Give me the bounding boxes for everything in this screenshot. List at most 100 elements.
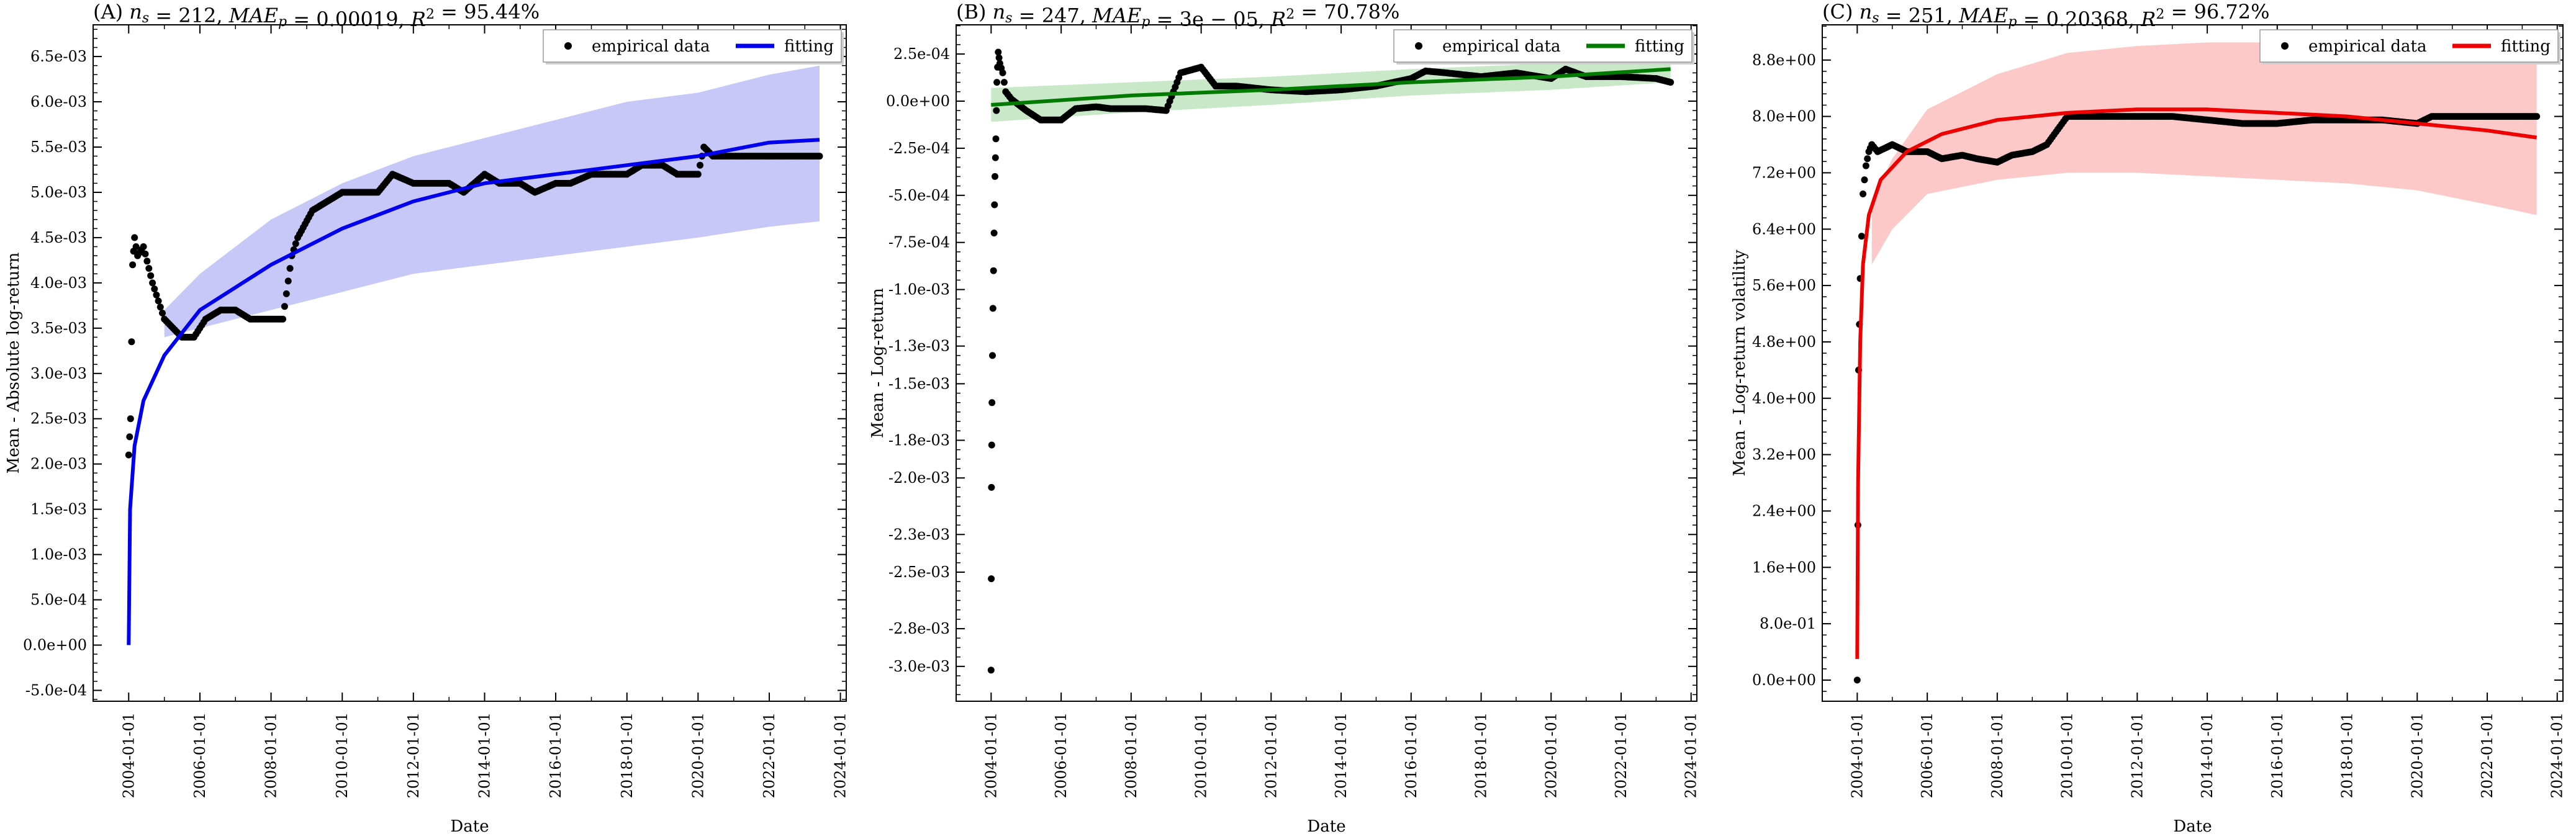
chart-b-empirical-point [991, 201, 998, 209]
chart-a-confidence-band [164, 65, 820, 338]
chart-a-axes-frame [93, 24, 847, 702]
panel-a: 2004-01-01 2006-01-01 2008-01-01 2010-01-01… [4, 0, 849, 836]
chart-a-empirical-point [286, 265, 294, 272]
chart-c-y-tick-label: 3.2e+00 [1752, 446, 1816, 464]
chart-b-empirical-point [988, 399, 996, 406]
chart-a-x-axis-label: Date [450, 817, 489, 836]
chart-a-empirical-point [132, 243, 140, 250]
chart-b-y-tick-label: -1.3e-03 [888, 338, 950, 355]
chart-b-empirical-point [990, 230, 998, 236]
chart-c-legend [2259, 29, 2559, 63]
chart-a-x-tick-label: 2024-01-01 [832, 712, 849, 798]
chart-a-y-tick-label: 0.0e+00 [23, 637, 87, 654]
chart-c-x-tick-label: 2012-01-01 [2128, 712, 2146, 798]
chart-a-x-tick-label: 2004-01-01 [120, 712, 137, 798]
chart-b-empirical-point [993, 79, 1001, 86]
chart-b-x-tick-label: 2024-01-01 [1683, 712, 1700, 798]
chart-c-x-tick-label: 2016-01-01 [2269, 712, 2286, 798]
chart-a-x-tick-label: 2018-01-01 [618, 712, 636, 798]
chart-b-empirical-point [989, 352, 996, 359]
chart-c-y-tick-label: 8.0e+00 [1752, 108, 1816, 125]
chart-c-x-tick-label: 2008-01-01 [1989, 712, 2006, 798]
chart-c-empirical-point [1862, 162, 1869, 169]
chart-a-empirical-point [816, 153, 823, 160]
chart-b-x-axis-label: Date [1307, 817, 1345, 836]
chart-c-y-tick-label: 6.4e+00 [1752, 220, 1816, 238]
chart-a-empirical-point [151, 285, 158, 293]
chart-b-empirical-point [988, 441, 995, 449]
chart-b-empirical-point [1000, 79, 1008, 86]
chart-b-empirical-point [990, 267, 997, 274]
chart-c-y-tick-label: 0.0e+00 [1752, 671, 1816, 689]
chart-a-empirical-point [127, 415, 134, 423]
chart-a-y-tick-label: 6.0e-03 [30, 93, 87, 110]
chart-a-x-tick-label: 2016-01-01 [547, 712, 564, 798]
chart-a-empirical-point [697, 161, 703, 169]
chart-b-y-tick-label: -1.5e-03 [888, 375, 950, 392]
chart-b-x-tick-label: 2006-01-01 [1052, 712, 1070, 798]
chart-a-y-tick-label: 5.5e-03 [30, 138, 87, 156]
chart-a-empirical-point [694, 171, 702, 178]
chart-c-x-tick-label: 2022-01-01 [2479, 712, 2496, 798]
chart-a-x-tick-label: 2022-01-01 [761, 712, 778, 798]
chart-c-title: (C) ns = 251, MAEp = 0.20368, R2 = 96.72… [1822, 0, 2270, 31]
chart-b-y-tick-label: -5.0e-04 [888, 187, 950, 204]
chart-c-x-tick-label: 2024-01-01 [2549, 712, 2566, 798]
chart-b-axes-frame [956, 24, 1697, 702]
chart-c-fitting-line [1855, 107, 2538, 659]
chart-a-legend-dot-icon [564, 42, 572, 50]
chart-c-y-tick-label: 4.8e+00 [1752, 333, 1816, 351]
chart-b-y-tick-label: -1.8e-03 [888, 431, 950, 449]
chart-a-empirical-point [156, 303, 164, 311]
chart-c-empirical-point [1858, 233, 1865, 240]
chart-a-empirical-point [155, 297, 162, 305]
chart-a-y-tick-label: 1.5e-03 [30, 501, 87, 518]
chart-b-empirical-point [1667, 79, 1674, 86]
chart-a-y-tick-label: 5.0e-03 [30, 184, 87, 201]
chart-b-x-tick-label: 2020-01-01 [1542, 712, 1560, 798]
chart-a-x-tick-label: 2020-01-01 [689, 712, 707, 798]
chart-a-x-tick-label: 2006-01-01 [191, 712, 209, 798]
chart-b-x-tick-label: 2022-01-01 [1612, 712, 1630, 798]
chart-a-y-tick-label: -5.0e-04 [25, 681, 87, 699]
chart-b-y-tick-label: -2.8e-03 [888, 620, 950, 637]
chart-c-y-tick-label: 7.2e+00 [1752, 164, 1816, 181]
chart-b-empirical-point [992, 173, 998, 180]
chart-b-y-tick-label: 0.0e+00 [886, 92, 950, 110]
chart-a-empirical-point [126, 433, 133, 441]
chart-b-empirical-point [992, 154, 999, 161]
chart-b-title: (B) ns = 247, MAEp = 3e − 05, R2 = 70.78… [956, 0, 1399, 31]
chart-b-empirical-point [988, 483, 995, 491]
chart-b-y-tick-label: -7.5e-04 [888, 234, 950, 251]
chart-a-y-axis-label: Mean - Absolute log-return [4, 252, 23, 473]
chart-c-y-axis-label: Mean - Log-return volatility [1730, 249, 1749, 476]
chart-a-empirical-point [159, 310, 166, 316]
chart-b-legend-empirical-label: empirical data [1442, 37, 1560, 56]
chart-c-y-tick-label: 1.6e+00 [1752, 559, 1816, 576]
chart-c-empirical-point [1860, 191, 1867, 197]
chart-a-legend [543, 29, 842, 63]
chart-b-legend [1393, 29, 1692, 63]
chart-a-empirical-point [279, 315, 286, 323]
chart-a-x-tick-label: 2012-01-01 [405, 712, 422, 798]
chart-b-x-tick-label: 2012-01-01 [1262, 712, 1280, 798]
chart-c-legend-empirical-label: empirical data [2308, 37, 2426, 56]
chart-b-x-tick-label: 2018-01-01 [1473, 712, 1490, 798]
chart-b-y-tick-label: -2.0e-03 [888, 469, 950, 487]
panel-b: 2004-01-01 2006-01-01 2008-01-01 2010-01-01… [869, 0, 1700, 836]
chart-c-x-axis-label: Date [2173, 817, 2212, 836]
chart-b-x-tick-label: 2004-01-01 [982, 712, 1000, 798]
chart-a-empirical-point [284, 277, 292, 285]
chart-a-empirical-point [143, 258, 151, 265]
chart-a-legend-fitting-label: fitting [784, 37, 834, 56]
chart-c-x-tick-label: 2006-01-01 [1918, 712, 1936, 798]
chart-b-empirical-point [995, 48, 1002, 56]
chart-a-empirical-point [149, 279, 156, 287]
chart-b-fitting-line [991, 67, 1671, 107]
chart-a-empirical-point [153, 291, 160, 298]
chart-a-y-tick-label: 2.5e-03 [30, 410, 87, 428]
chart-a-empirical-point [292, 240, 299, 248]
chart-b-y-tick-label: -3.0e-03 [888, 658, 950, 675]
chart-c-x-tick-label: 2004-01-01 [1848, 712, 1866, 798]
